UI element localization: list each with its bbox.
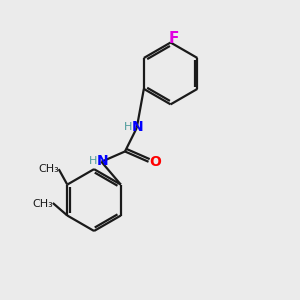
Text: H: H <box>88 156 97 166</box>
Text: CH₃: CH₃ <box>38 164 59 174</box>
Text: H: H <box>124 122 133 132</box>
Text: N: N <box>132 120 144 134</box>
Text: CH₃: CH₃ <box>32 200 53 209</box>
Text: O: O <box>149 155 161 169</box>
Text: N: N <box>97 154 108 168</box>
Text: F: F <box>169 31 179 46</box>
